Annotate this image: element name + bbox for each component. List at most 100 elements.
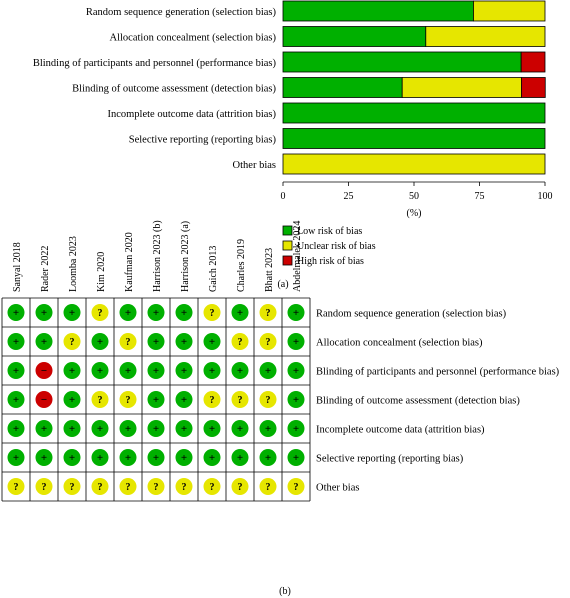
- risk-dot-low: [259, 420, 277, 437]
- risk-of-bias-summary-chart: Random sequence generation (selection bi…: [33, 0, 553, 267]
- risk-symbol: ?: [238, 395, 243, 406]
- risk-symbol: +: [181, 394, 187, 406]
- x-tick-label: 25: [344, 191, 354, 202]
- study-label: Harrison 2023 (b): [152, 220, 163, 292]
- risk-dot-low: [147, 449, 165, 466]
- risk-symbol: +: [181, 307, 187, 319]
- legend-swatch-low: [282, 225, 293, 236]
- risk-dot-high: [35, 362, 53, 379]
- risk-dot-low: [175, 420, 193, 437]
- risk-symbol: +: [97, 452, 103, 464]
- risk-symbol: ?: [238, 337, 243, 348]
- risk-dot-low: [119, 304, 137, 321]
- legend-swatch-unclear: [282, 240, 293, 251]
- risk-dot-unclear: [147, 478, 165, 495]
- risk-symbol: +: [153, 452, 159, 464]
- study-label: Charles 2019: [236, 239, 247, 292]
- risk-symbol: +: [209, 423, 215, 435]
- risk-dot-high: [35, 391, 53, 408]
- risk-symbol: ?: [238, 482, 243, 493]
- risk-symbol: ?: [266, 395, 271, 406]
- legend-label: Low risk of bias: [297, 226, 362, 237]
- x-tick-label: 0: [281, 191, 286, 202]
- risk-dot-low: [259, 362, 277, 379]
- risk-dot-unclear: [175, 478, 193, 495]
- risk-dot-low: [119, 362, 137, 379]
- risk-symbol: ?: [126, 395, 131, 406]
- legend-label: High risk of bias: [297, 256, 364, 267]
- risk-symbol: ?: [210, 482, 215, 493]
- risk-symbol: +: [237, 365, 243, 377]
- bar-segment-low: [282, 77, 403, 98]
- risk-symbol: +: [97, 423, 103, 435]
- risk-dot-low: [203, 420, 221, 437]
- risk-dot-unclear: [63, 478, 81, 495]
- risk-dot-low: [63, 391, 81, 408]
- risk-dot-low: [147, 333, 165, 350]
- bar-segment-unclear: [282, 153, 546, 175]
- risk-symbol: +: [209, 452, 215, 464]
- risk-symbol: −: [41, 365, 47, 377]
- bar-segment-high: [521, 77, 546, 98]
- risk-symbol: +: [237, 423, 243, 435]
- x-tick-label: 100: [538, 191, 553, 202]
- risk-dot-unclear: [91, 304, 109, 321]
- risk-symbol: ?: [42, 482, 47, 493]
- risk-symbol: +: [265, 452, 271, 464]
- risk-symbol: ?: [266, 308, 271, 319]
- risk-dot-low: [231, 304, 249, 321]
- risk-dot-low: [35, 420, 53, 437]
- risk-symbol: +: [125, 365, 131, 377]
- risk-dot-unclear: [91, 391, 109, 408]
- category-label: Incomplete outcome data (attrition bias): [107, 109, 276, 120]
- risk-symbol: +: [13, 336, 19, 348]
- risk-dot-low: [91, 362, 109, 379]
- bar-segment-unclear: [473, 0, 546, 22]
- risk-dot-unclear: [7, 478, 25, 495]
- risk-symbol: +: [153, 307, 159, 319]
- bar-segment-high: [520, 51, 546, 73]
- risk-symbol: +: [41, 336, 47, 348]
- study-label: Loomba 2023: [68, 236, 79, 292]
- risk-symbol: ?: [126, 482, 131, 493]
- risk-symbol: +: [69, 365, 75, 377]
- risk-dot-low: [7, 391, 25, 408]
- risk-dot-low: [147, 362, 165, 379]
- risk-dot-unclear: [259, 391, 277, 408]
- x-axis-unit: (%): [407, 208, 422, 219]
- risk-symbol: +: [13, 394, 19, 406]
- risk-symbol: +: [181, 365, 187, 377]
- risk-dot-low: [91, 333, 109, 350]
- risk-symbol: ?: [294, 482, 299, 493]
- study-label: Bhatt 2023: [264, 248, 275, 292]
- risk-symbol: +: [293, 336, 299, 348]
- x-tick-label: 75: [475, 191, 485, 202]
- risk-dot-low: [63, 420, 81, 437]
- risk-symbol: +: [293, 423, 299, 435]
- risk-symbol: +: [153, 365, 159, 377]
- risk-dot-unclear: [287, 478, 305, 495]
- risk-symbol: ?: [266, 337, 271, 348]
- risk-dot-low: [7, 420, 25, 437]
- risk-symbol: +: [69, 452, 75, 464]
- domain-label: Other bias: [316, 483, 359, 494]
- study-label: Kaufman 2020: [124, 232, 135, 292]
- risk-dot-low: [91, 449, 109, 466]
- risk-dot-low: [35, 449, 53, 466]
- risk-symbol: +: [265, 365, 271, 377]
- risk-dot-low: [63, 362, 81, 379]
- risk-dot-unclear: [231, 391, 249, 408]
- risk-dot-unclear: [231, 333, 249, 350]
- risk-dot-unclear: [203, 478, 221, 495]
- risk-dot-low: [7, 333, 25, 350]
- bar-segment-low: [282, 26, 427, 47]
- risk-dot-unclear: [91, 478, 109, 495]
- panel-b-caption: (b): [279, 586, 291, 597]
- category-label: Blinding of outcome assessment (detectio…: [72, 84, 276, 95]
- category-label: Random sequence generation (selection bi…: [86, 7, 277, 18]
- bar-segment-low: [282, 102, 546, 124]
- risk-symbol: +: [181, 452, 187, 464]
- risk-symbol: ?: [98, 395, 103, 406]
- risk-dot-low: [231, 362, 249, 379]
